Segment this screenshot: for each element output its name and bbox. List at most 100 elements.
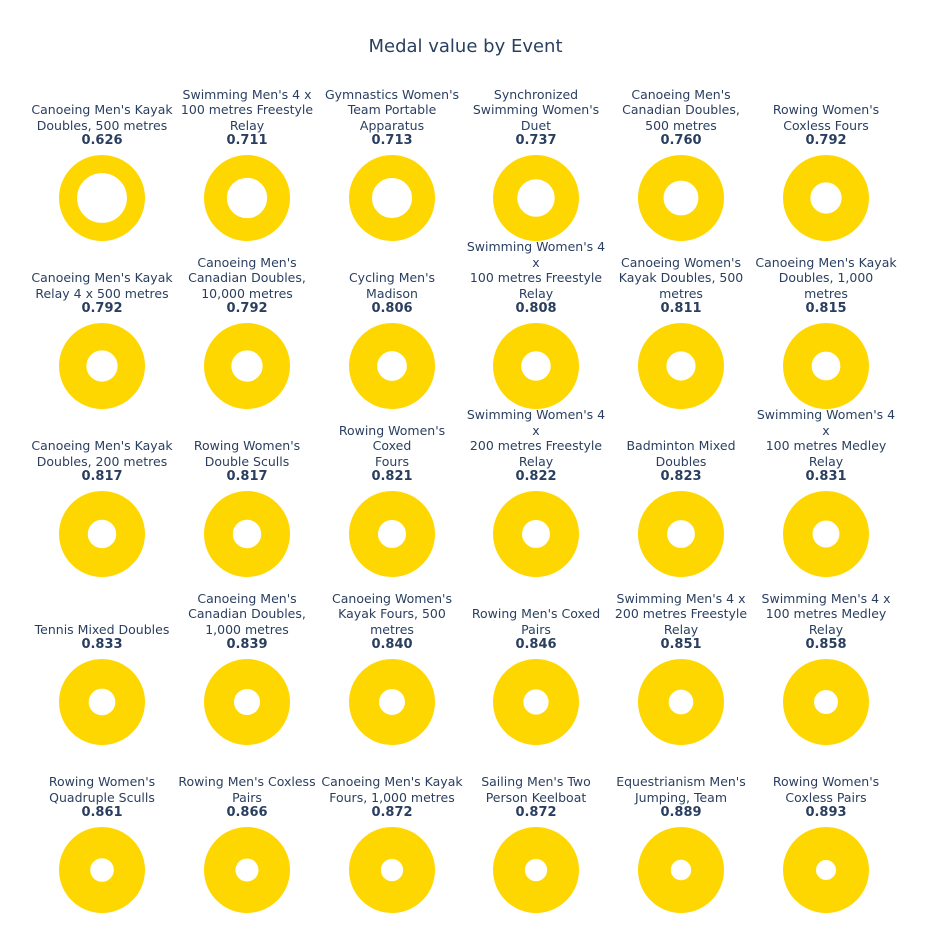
donut-mark	[203, 826, 291, 914]
donut-label: Canoeing Men's Kayak Doubles, 1,000 metres…	[753, 255, 899, 317]
donut-mark	[348, 154, 436, 242]
donut-ring	[493, 155, 579, 241]
medal-value: 0.806	[371, 301, 413, 316]
event-name: Pairs	[232, 789, 262, 805]
medal-value: 0.833	[81, 637, 123, 652]
donut-label: Canoeing Men's Kayak Relay 4 x 500 metres…	[29, 270, 175, 316]
donut-mark	[348, 826, 436, 914]
donut-mark	[782, 154, 870, 242]
donut-label: Rowing Men's Coxless Pairs 0.866	[174, 774, 320, 820]
donut-mark	[203, 322, 291, 410]
medal-value: 0.846	[515, 637, 557, 652]
event-name: Canoeing Men's	[197, 254, 297, 270]
donut-label: Badminton Mixed Doubles 0.823	[608, 438, 754, 484]
event-name: Doubles, 200 metres	[36, 453, 168, 469]
medal-value: 0.822	[515, 469, 557, 484]
medal-value: 0.817	[226, 469, 268, 484]
donut-cell: Badminton Mixed Doubles 0.823	[608, 371, 754, 484]
event-name: Kayak Fours, 500	[338, 606, 446, 621]
event-name: Duet	[520, 117, 552, 133]
donut-cell: Canoeing Men's Canadian Doubles, 10,000 me…	[174, 203, 320, 317]
medal-value: 0.792	[226, 301, 268, 316]
event-name: Fours	[375, 453, 409, 469]
event-name: Person Keelboat	[485, 789, 587, 805]
event-name: Rowing Men's Coxless	[178, 774, 316, 789]
donut-ring	[58, 658, 146, 746]
medal-value: 0.872	[371, 805, 413, 820]
donut-label: Swimming Men's 4 x 200 metres Freestyle Re…	[608, 591, 754, 653]
event-name: 10,000 metres	[201, 285, 293, 301]
donut-label: Canoeing Men's Canadian Doubles, 500 metre…	[608, 87, 754, 149]
event-name: Canadian Doubles,	[622, 102, 740, 117]
event-name: Canoeing Men's Kayak	[321, 774, 463, 789]
event-name: 100 metres Medley	[765, 606, 887, 621]
donut-ring	[58, 322, 146, 410]
donut-ring	[348, 658, 436, 746]
donut-mark	[58, 322, 146, 410]
medal-value: 0.792	[805, 133, 847, 148]
donut-label: Swimming Women's 4 x 200 metres Freestyle…	[463, 407, 609, 484]
event-name: Badminton Mixed	[626, 438, 736, 453]
event-name: Cycling Men's	[348, 270, 436, 285]
donut-ring	[59, 491, 145, 577]
donut-mark	[58, 154, 146, 242]
event-name: Team Portable	[347, 102, 437, 117]
event-name: Relay	[808, 453, 844, 469]
donut-cell: Synchronized Swimming Women's Duet 0.737	[463, 35, 609, 149]
donut-cell: Swimming Men's 4 x 200 metres Freestyle Re…	[608, 539, 754, 653]
donut-label: Rowing Women's Double Sculls 0.817	[174, 438, 320, 484]
donut-label: Tennis Mixed Doubles 0.833	[29, 622, 175, 653]
donut-label: Swimming Women's 4 x 100 metres Freestyle…	[463, 239, 609, 316]
donut-ring	[638, 491, 724, 577]
donut-mark	[782, 658, 870, 746]
event-name: 1,000 metres	[205, 621, 289, 637]
donut-mark	[348, 658, 436, 746]
event-name: Apparatus	[359, 117, 425, 133]
medal-value: 0.792	[81, 301, 123, 316]
event-name: Relay	[808, 621, 844, 637]
event-name: Canoeing Men's	[197, 590, 297, 606]
donut-mark	[349, 491, 435, 577]
event-name: 100 metres Freestyle	[469, 270, 603, 285]
medal-value: 0.823	[660, 469, 702, 484]
event-name: metres	[804, 285, 848, 301]
donut-cell: Canoeing Men's Kayak Doubles, 200 metres 0…	[29, 371, 175, 484]
donut-mark	[58, 658, 146, 746]
donut-cell: Swimming Women's 4 x 100 metres Medley Rel…	[753, 371, 899, 484]
event-name: Rowing Men's Coxed	[471, 606, 601, 621]
medal-value: 0.858	[805, 637, 847, 652]
event-name: Swimming Women's 4 x	[466, 239, 606, 270]
donut-ring	[782, 658, 870, 746]
event-name: Doubles	[655, 453, 707, 469]
event-name: metres	[659, 285, 703, 301]
donut-cell: Canoeing Women's Kayak Doubles, 500 metres…	[608, 203, 754, 317]
event-name: Canoeing Women's	[332, 590, 452, 606]
donut-ring	[637, 658, 725, 746]
donut-ring	[203, 322, 291, 410]
event-name: Kayak Doubles, 500	[618, 270, 744, 285]
donut-ring	[638, 827, 724, 913]
donut-label: Rowing Women's Coxed Fours 0.821	[319, 423, 465, 485]
donut-mark	[783, 323, 869, 409]
donut-mark	[59, 827, 145, 913]
medal-value: 0.866	[226, 805, 268, 820]
event-name: Relay	[663, 621, 699, 637]
donut-ring	[58, 154, 146, 242]
donut-label: Equestrianism Men's Jumping, Team 0.889	[608, 774, 754, 820]
donut-mark	[782, 826, 870, 914]
event-name: Canadian Doubles,	[188, 270, 306, 285]
medal-value: 0.893	[805, 805, 847, 820]
event-name: Synchronized	[493, 86, 579, 102]
donut-label: Canoeing Men's Kayak Doubles, 500 metres 0…	[29, 102, 175, 148]
donut-ring	[637, 322, 725, 410]
donut-ring	[349, 491, 435, 577]
event-name: 100 metres Freestyle	[180, 102, 314, 117]
donut-label: Canoeing Men's Kayak Fours, 1,000 metres 0…	[319, 774, 465, 820]
donut-cell: Canoeing Men's Kayak Doubles, 500 metres 0…	[29, 35, 175, 148]
medal-value: 0.840	[371, 637, 413, 652]
donut-label: Rowing Men's Coxed Pairs 0.846	[463, 606, 609, 652]
event-name: Swimming Women's	[472, 102, 600, 117]
donut-ring	[782, 154, 870, 242]
donut-cell: Swimming Women's 4 x 200 metres Freestyle…	[463, 371, 609, 484]
medal-value: 0.821	[371, 469, 413, 484]
